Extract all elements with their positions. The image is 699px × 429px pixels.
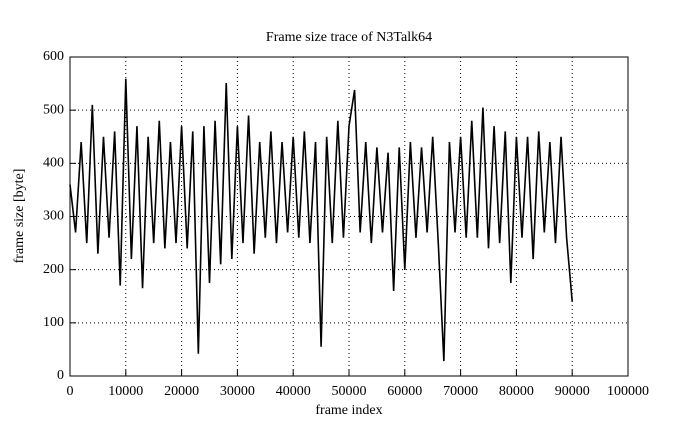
x-tick-label: 30000 (220, 384, 255, 399)
y-tick-label: 600 (43, 49, 64, 64)
y-tick-label: 100 (43, 315, 64, 330)
y-tick-label: 400 (43, 156, 64, 171)
x-axis-label: frame index (315, 403, 382, 418)
x-tick-label: 80000 (499, 384, 534, 399)
x-tick-label: 100000 (607, 384, 649, 399)
data-line (69, 78, 573, 362)
x-tick-label: 60000 (387, 384, 422, 399)
x-tick-label: 10000 (108, 384, 143, 399)
y-axis-label: frame size [byte] (12, 169, 27, 264)
x-tick-label: 0 (67, 384, 74, 399)
x-tick-label: 50000 (332, 384, 367, 399)
x-tick-label: 70000 (443, 384, 478, 399)
y-tick-label: 200 (43, 262, 64, 277)
y-tick-label: 300 (43, 209, 64, 224)
x-tick-label: 40000 (276, 384, 311, 399)
y-tick-label: 0 (57, 368, 64, 383)
x-tick-label: 90000 (555, 384, 590, 399)
y-tick-label: 500 (43, 102, 64, 117)
plot-frame (69, 56, 629, 377)
x-tick-label: 20000 (164, 384, 199, 399)
chart-title: Frame size trace of N3Talk64 (266, 30, 432, 45)
